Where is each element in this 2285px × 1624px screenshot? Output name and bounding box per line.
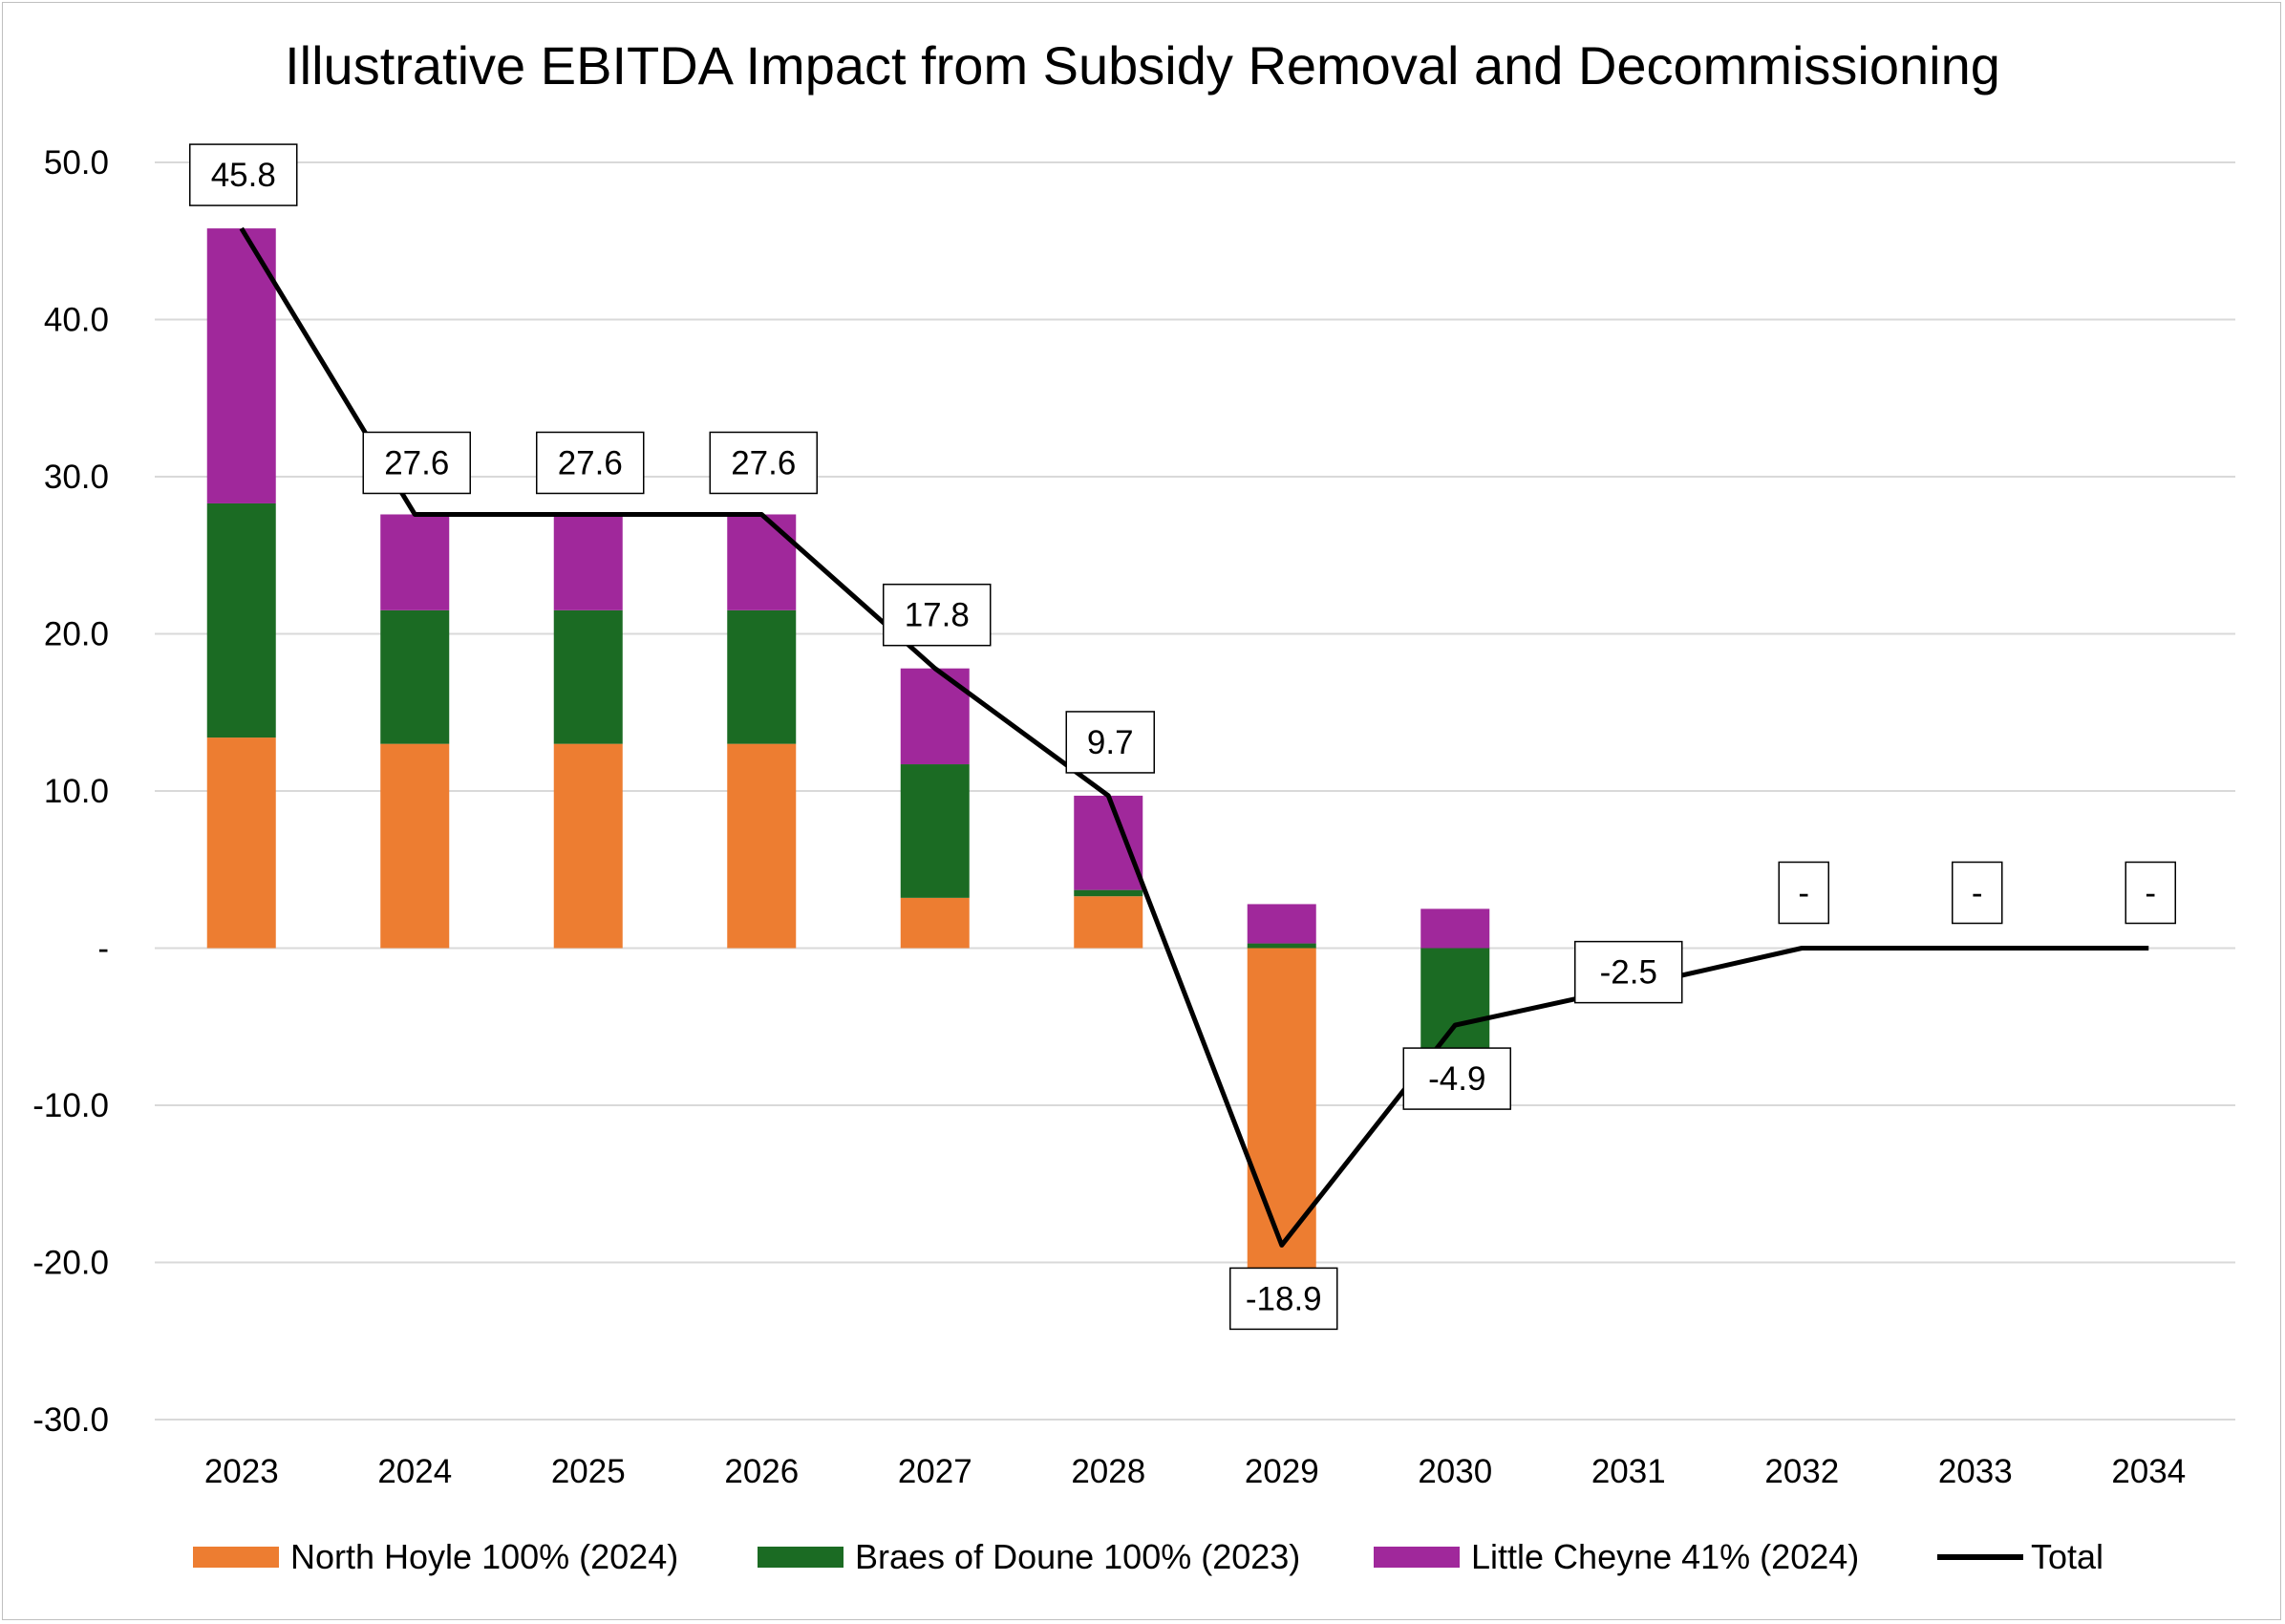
bar-little-cheyne-41-2030 <box>1420 908 1490 949</box>
data-label-2027: 17.8 <box>905 597 970 634</box>
y-tick-label: -20.0 <box>32 1245 109 1282</box>
x-tick-label-2023: 2023 <box>204 1453 279 1490</box>
bar-north-hoyle-100-2029 <box>1247 948 1316 1272</box>
bar-braes-of-doune-2023 <box>206 502 276 738</box>
legend-label-braes-of-doune: Braes of Doune 100% (2023) <box>855 1537 1301 1576</box>
x-tick-label-2030: 2030 <box>1418 1453 1492 1490</box>
bar-braes-of-doune-2027 <box>900 764 970 898</box>
x-tick-label-2031: 2031 <box>1591 1453 1666 1490</box>
bar-north-hoyle-100-2027 <box>900 897 970 949</box>
y-tick-label: - <box>97 930 109 968</box>
legend-swatch-braes-of-doune <box>758 1547 844 1568</box>
legend-swatch-total <box>1937 1554 2023 1560</box>
bar-little-cheyne-41-2023 <box>206 228 276 503</box>
data-label-box-2034 <box>2125 861 2176 925</box>
data-label-2032: - <box>1798 875 1809 912</box>
bar-braes-of-doune-2024 <box>380 609 450 744</box>
data-label-2028: 9.7 <box>1087 724 1134 761</box>
data-label-2026: 27.6 <box>731 444 796 481</box>
data-label-2025: 27.6 <box>558 444 623 481</box>
y-tick-label: 50.0 <box>44 144 109 182</box>
chart-title: Illustrative EBITDA Impact from Subsidy … <box>285 35 2000 96</box>
data-label-2024: 27.6 <box>384 444 449 481</box>
legend-label-little-cheyne: Little Cheyne 41% (2024) <box>1471 1537 1860 1576</box>
y-tick-label: 40.0 <box>44 302 109 339</box>
x-tick-label-2026: 2026 <box>724 1453 799 1490</box>
y-tick-label: 20.0 <box>44 616 109 653</box>
data-label-2034: - <box>2145 875 2156 912</box>
y-tick-label: 10.0 <box>44 773 109 810</box>
bar-little-cheyne-41-2024 <box>380 514 450 610</box>
x-tick-label-2034: 2034 <box>2111 1453 2186 1490</box>
x-tick-label-2024: 2024 <box>377 1453 452 1490</box>
legend-item-north-hoyle: North Hoyle 100% (2024) <box>193 1530 678 1584</box>
data-label-box-2027 <box>883 583 992 647</box>
data-label-box-2030 <box>1402 1047 1511 1110</box>
total-line <box>239 226 2149 1248</box>
data-label-2031: -2.5 <box>1600 954 1657 992</box>
data-label-box-2026 <box>709 431 818 495</box>
legend-label-total: Total <box>2031 1537 2104 1576</box>
bar-north-hoyle-100-2026 <box>727 743 797 949</box>
data-label-box-2029 <box>1229 1267 1338 1331</box>
bar-braes-of-doune-2025 <box>553 609 623 744</box>
data-label-2023: 45.8 <box>211 157 276 194</box>
data-label-box-2033 <box>1952 861 2003 925</box>
x-tick-label-2028: 2028 <box>1071 1453 1145 1490</box>
bar-braes-of-doune-2029 <box>1247 943 1316 949</box>
legend-label-north-hoyle: North Hoyle 100% (2024) <box>290 1537 679 1576</box>
legend-swatch-little-cheyne <box>1374 1547 1460 1568</box>
data-label-2030: -4.9 <box>1428 1060 1485 1098</box>
legend-item-total: Total <box>1937 1530 2103 1584</box>
bar-north-hoyle-100-2025 <box>553 743 623 949</box>
data-label-box-2024 <box>362 431 471 495</box>
bar-north-hoyle-100-2024 <box>380 743 450 949</box>
bar-north-hoyle-100-2028 <box>1074 896 1143 949</box>
y-tick-label: -30.0 <box>32 1401 109 1439</box>
bar-little-cheyne-41-2027 <box>900 668 970 765</box>
data-label-2033: - <box>1972 875 1983 912</box>
x-tick-label-2033: 2033 <box>1938 1453 2013 1490</box>
chart-legend: North Hoyle 100% (2024) Braes of Doune 1… <box>0 1530 2285 1584</box>
bar-little-cheyne-41-2025 <box>553 514 623 610</box>
legend-item-little-cheyne: Little Cheyne 41% (2024) <box>1374 1530 1859 1584</box>
data-label-box-2023 <box>189 143 298 206</box>
legend-swatch-north-hoyle <box>193 1547 279 1568</box>
data-label-box-2031 <box>1574 940 1683 1004</box>
data-label-box-2025 <box>536 431 645 495</box>
bar-braes-of-doune-2028 <box>1074 889 1143 897</box>
bar-little-cheyne-41-2026 <box>727 514 797 610</box>
bar-little-cheyne-41-2029 <box>1247 904 1316 944</box>
x-tick-label-2029: 2029 <box>1245 1453 1319 1490</box>
x-tick-label-2032: 2032 <box>1764 1453 1839 1490</box>
bar-braes-of-doune-2026 <box>727 609 797 744</box>
bar-little-cheyne-41-2028 <box>1074 795 1143 890</box>
data-label-box-2032 <box>1778 861 1829 925</box>
legend-item-braes-of-doune: Braes of Doune 100% (2023) <box>758 1530 1300 1584</box>
data-label-2029: -18.9 <box>1246 1280 1322 1317</box>
x-tick-label-2025: 2025 <box>551 1453 626 1490</box>
y-tick-label: -10.0 <box>32 1087 109 1124</box>
x-tick-label-2027: 2027 <box>898 1453 972 1490</box>
bar-braes-of-doune-2030 <box>1420 948 1490 1049</box>
y-tick-label: 30.0 <box>44 459 109 496</box>
bar-north-hoyle-100-2023 <box>206 737 276 949</box>
data-label-box-2028 <box>1065 711 1155 774</box>
